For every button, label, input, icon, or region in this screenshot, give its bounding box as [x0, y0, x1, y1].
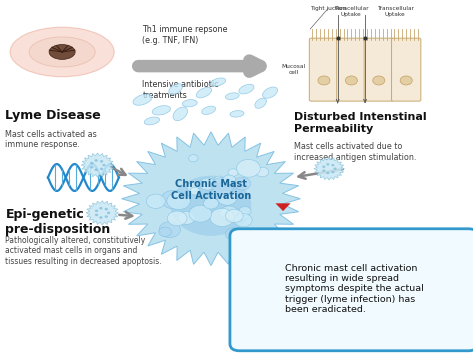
Circle shape — [239, 207, 251, 215]
Text: Mast cells activated as
immune response.: Mast cells activated as immune response. — [5, 130, 97, 149]
Circle shape — [159, 227, 172, 237]
Text: Mast cells activated due to
increased antigen stimulation.: Mast cells activated due to increased an… — [294, 142, 416, 162]
Text: Chronic Mast
Cell Activation: Chronic Mast Cell Activation — [171, 179, 251, 201]
Text: Intensive antibiotic
treatments: Intensive antibiotic treatments — [143, 80, 219, 100]
Circle shape — [211, 178, 234, 195]
FancyBboxPatch shape — [392, 38, 421, 101]
Circle shape — [226, 228, 242, 240]
Text: Paracellular
Uptake: Paracellular Uptake — [334, 6, 369, 17]
Circle shape — [237, 159, 260, 177]
Polygon shape — [314, 157, 345, 180]
Circle shape — [400, 76, 412, 85]
Circle shape — [322, 169, 325, 172]
Ellipse shape — [182, 100, 197, 107]
Circle shape — [256, 167, 269, 177]
Text: Transcellular
Uptake: Transcellular Uptake — [377, 6, 414, 17]
Ellipse shape — [10, 27, 114, 77]
Circle shape — [189, 205, 211, 222]
Circle shape — [234, 213, 252, 227]
Ellipse shape — [255, 98, 266, 108]
Polygon shape — [81, 153, 114, 178]
Ellipse shape — [210, 78, 226, 86]
Ellipse shape — [169, 84, 182, 94]
Text: Pathologically altered, constitutively
activated mast cells in organs and
tissue: Pathologically altered, constitutively a… — [5, 236, 162, 266]
FancyBboxPatch shape — [364, 38, 393, 101]
Circle shape — [99, 207, 102, 209]
Circle shape — [105, 208, 108, 211]
Circle shape — [200, 178, 216, 190]
Ellipse shape — [173, 107, 188, 121]
Text: Lyme Disease: Lyme Disease — [5, 109, 101, 121]
Text: Chronic mast cell activation
resulting in wide spread
symptoms despite the actua: Chronic mast cell activation resulting i… — [285, 263, 424, 314]
Ellipse shape — [239, 84, 254, 94]
Circle shape — [189, 155, 198, 162]
Circle shape — [99, 216, 102, 219]
Circle shape — [171, 176, 251, 236]
FancyBboxPatch shape — [310, 38, 338, 101]
Polygon shape — [122, 132, 301, 266]
Circle shape — [90, 166, 93, 169]
Text: Epi-genetic
pre-disposition: Epi-genetic pre-disposition — [5, 208, 110, 236]
Circle shape — [228, 169, 238, 176]
Ellipse shape — [133, 94, 152, 105]
Circle shape — [373, 76, 385, 85]
Circle shape — [178, 212, 195, 224]
Circle shape — [322, 165, 325, 168]
Ellipse shape — [196, 87, 211, 98]
Ellipse shape — [230, 111, 244, 117]
Ellipse shape — [152, 106, 171, 115]
FancyBboxPatch shape — [337, 38, 366, 101]
Circle shape — [107, 212, 110, 214]
Circle shape — [346, 76, 357, 85]
Circle shape — [234, 177, 251, 190]
Circle shape — [331, 171, 335, 173]
Circle shape — [94, 159, 98, 162]
Circle shape — [223, 175, 236, 185]
Circle shape — [210, 208, 234, 226]
Circle shape — [331, 164, 335, 166]
Circle shape — [318, 76, 330, 85]
Ellipse shape — [201, 106, 216, 114]
Circle shape — [167, 211, 187, 226]
Circle shape — [214, 176, 224, 183]
Polygon shape — [275, 203, 291, 211]
Circle shape — [159, 222, 181, 237]
Circle shape — [187, 183, 199, 191]
Circle shape — [146, 194, 165, 208]
Circle shape — [100, 160, 103, 163]
Ellipse shape — [29, 37, 95, 67]
Circle shape — [102, 164, 106, 166]
Circle shape — [326, 163, 329, 165]
Circle shape — [334, 168, 337, 170]
Circle shape — [105, 215, 108, 218]
Circle shape — [95, 209, 98, 212]
Ellipse shape — [263, 87, 278, 98]
Circle shape — [167, 192, 190, 210]
FancyBboxPatch shape — [230, 229, 474, 351]
Text: Tight juction: Tight juction — [310, 6, 346, 11]
Ellipse shape — [144, 117, 160, 125]
Circle shape — [90, 162, 93, 164]
Circle shape — [326, 172, 329, 174]
Text: Th1 immune repsone
(e.g. TNF, IFN): Th1 immune repsone (e.g. TNF, IFN) — [143, 26, 228, 45]
Circle shape — [161, 190, 185, 209]
Ellipse shape — [49, 44, 75, 59]
Circle shape — [217, 190, 237, 205]
Circle shape — [226, 209, 243, 223]
Ellipse shape — [225, 93, 239, 99]
Circle shape — [237, 211, 249, 219]
Text: Disturbed Intenstinal
Permeability: Disturbed Intenstinal Permeability — [294, 112, 426, 134]
Circle shape — [190, 187, 200, 195]
Circle shape — [100, 168, 103, 170]
Polygon shape — [86, 201, 118, 225]
Circle shape — [94, 169, 98, 171]
Text: Mucosal
cell: Mucosal cell — [282, 64, 306, 75]
Circle shape — [95, 214, 98, 216]
Circle shape — [220, 206, 238, 220]
Circle shape — [203, 198, 219, 209]
